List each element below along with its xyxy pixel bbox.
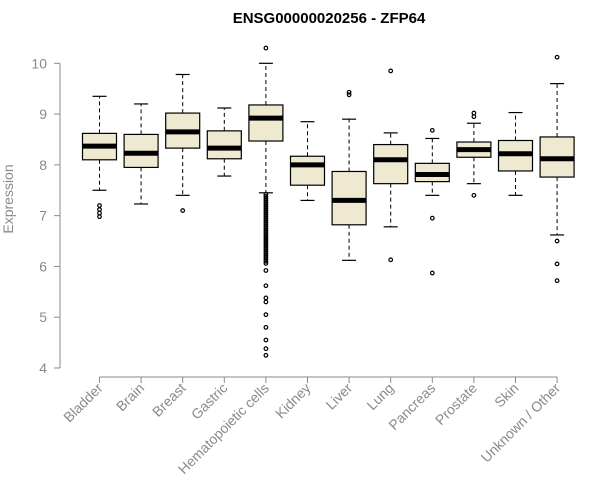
- outlier-point: [554, 54, 560, 60]
- y-tick-label: 5: [39, 309, 47, 325]
- outlier-point: [429, 215, 435, 221]
- box-prostate: [456, 110, 492, 198]
- outlier-point: [429, 270, 435, 276]
- outlier-point: [263, 45, 269, 51]
- outlier-point: [97, 214, 102, 220]
- y-tick-label: 9: [39, 106, 47, 122]
- outlier-point: [263, 260, 269, 266]
- outlier-point: [263, 346, 269, 352]
- y-axis-label: Expression: [0, 164, 16, 233]
- chart-title: ENSG00000020256 - ZFP64: [233, 10, 426, 27]
- box-skin: [497, 111, 534, 196]
- x-tick-label: Unknown / Other: [478, 380, 564, 466]
- box-bladder: [81, 95, 118, 220]
- outlier-point: [263, 324, 269, 330]
- x-tick-label: Skin: [491, 380, 522, 411]
- outlier-point: [554, 278, 560, 284]
- box-pancreas: [414, 127, 450, 276]
- outlier-point: [429, 127, 435, 133]
- x-tick-label: Prostate: [432, 380, 480, 428]
- x-tick-label: Brain: [113, 380, 147, 414]
- x-tick-label: Bladder: [60, 380, 106, 426]
- y-tick-label: 7: [39, 208, 47, 224]
- x-tick-label: Breast: [149, 380, 189, 420]
- outlier-point: [554, 261, 560, 267]
- outlier-point: [263, 258, 269, 264]
- y-tick-label: 8: [39, 157, 47, 173]
- outlier-point: [180, 208, 186, 213]
- outlier-point: [388, 257, 394, 263]
- iqr-box: [206, 130, 242, 160]
- box-unknown-other: [539, 54, 575, 284]
- outlier-point: [346, 89, 352, 95]
- outlier-point: [263, 295, 269, 301]
- outlier-point: [263, 268, 269, 273]
- box-breast: [165, 73, 201, 213]
- y-tick-label: 10: [31, 55, 47, 71]
- outlier-point: [263, 312, 269, 318]
- box-lung: [373, 68, 409, 263]
- box-kidney: [289, 121, 326, 202]
- box-hematopoietic-cells: [248, 45, 284, 358]
- box-gastric: [206, 107, 242, 177]
- outlier-point: [263, 337, 269, 343]
- iqr-box: [289, 155, 326, 186]
- y-axis: 4 5 6 7 8 9 10: [31, 55, 61, 376]
- outlier-point: [263, 299, 269, 305]
- y-tick-label: 4: [39, 360, 47, 376]
- boxes-group: [81, 45, 575, 358]
- outlier-point: [346, 92, 352, 98]
- box-brain: [123, 103, 159, 205]
- x-tick-label: Lung: [363, 380, 396, 413]
- box-liver: [331, 89, 367, 261]
- outlier-point: [471, 114, 477, 120]
- x-tick-label: Liver: [322, 380, 355, 413]
- y-tick-label: 6: [39, 258, 47, 274]
- outlier-point: [263, 283, 269, 289]
- outlier-point: [471, 192, 477, 198]
- iqr-box: [373, 143, 409, 185]
- x-tick-label: Kidney: [272, 380, 314, 422]
- outlier-point: [263, 352, 269, 358]
- iqr-box: [248, 104, 284, 142]
- outlier-point: [388, 68, 394, 74]
- outlier-point: [554, 238, 560, 244]
- outlier-point: [97, 203, 102, 208]
